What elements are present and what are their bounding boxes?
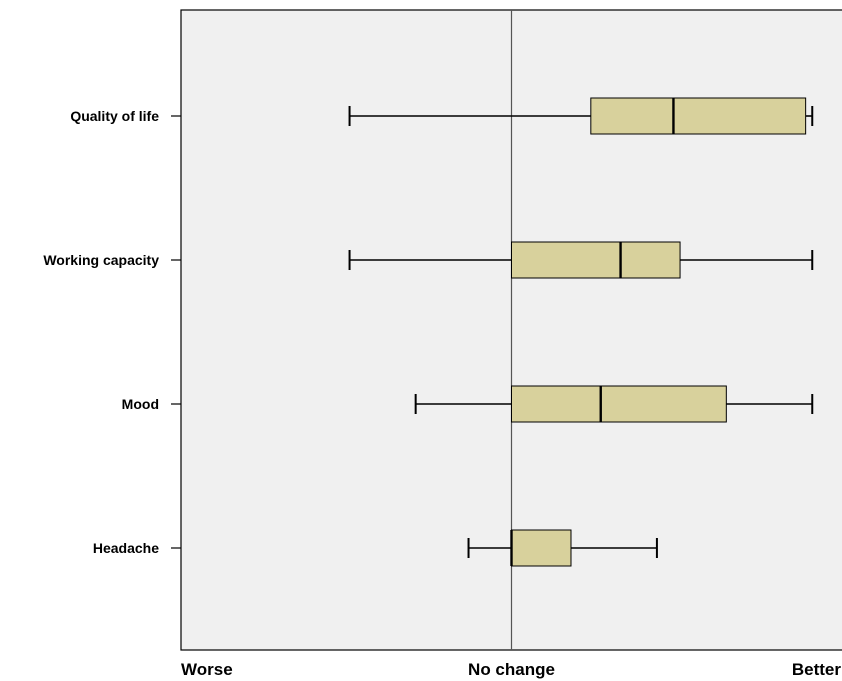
iqr-box: [511, 529, 572, 567]
category-label-headache: Headache: [93, 540, 159, 556]
category-label-mood: Mood: [122, 396, 159, 412]
category-label-working-capacity: Working capacity: [43, 252, 159, 268]
iqr-box: [511, 385, 727, 423]
x-tick-label-no-change: No change: [468, 660, 555, 679]
x-tick-label-better: Better: [792, 660, 842, 679]
category-label-quality-of-life: Quality of life: [70, 108, 159, 124]
box-quality-of-life: [348, 97, 814, 135]
box-working-capacity: [348, 241, 814, 279]
x-tick-label-worse: Worse: [181, 660, 233, 679]
iqr-box: [511, 241, 681, 279]
iqr-box: [590, 97, 807, 135]
box-mood: [414, 385, 814, 423]
box-headache: [467, 529, 658, 567]
